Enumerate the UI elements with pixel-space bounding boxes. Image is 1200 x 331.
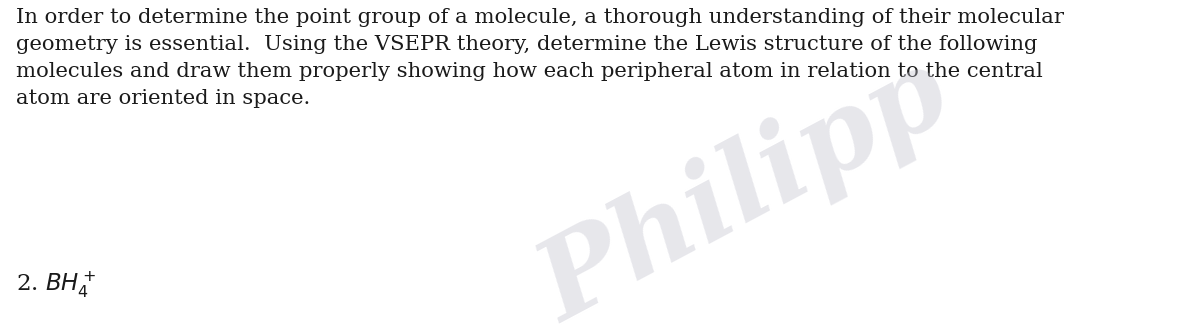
Text: 2. $\it{BH_4^+}$: 2. $\it{BH_4^+}$	[16, 269, 96, 300]
Text: Philipp: Philipp	[522, 40, 966, 331]
Text: In order to determine the point group of a molecule, a thorough understanding of: In order to determine the point group of…	[16, 8, 1063, 108]
